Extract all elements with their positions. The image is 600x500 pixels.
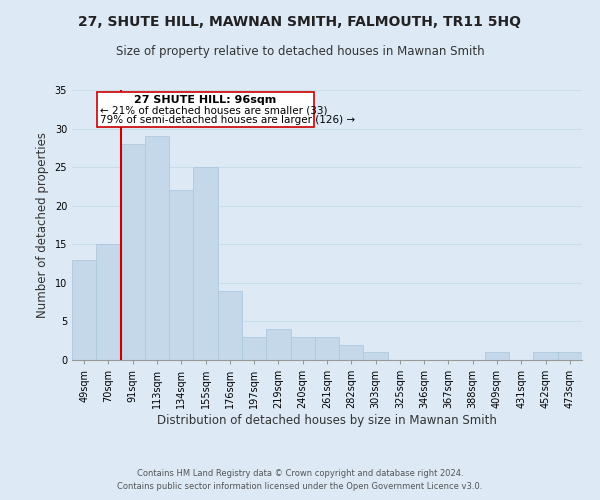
Bar	[558, 352, 582, 360]
Bar	[533, 352, 558, 360]
Bar	[145, 136, 169, 360]
Bar	[72, 260, 96, 360]
Text: 27, SHUTE HILL, MAWNAN SMITH, FALMOUTH, TR11 5HQ: 27, SHUTE HILL, MAWNAN SMITH, FALMOUTH, …	[79, 15, 521, 29]
Text: Contains HM Land Registry data © Crown copyright and database right 2024.: Contains HM Land Registry data © Crown c…	[137, 468, 463, 477]
Bar	[266, 329, 290, 360]
Bar	[485, 352, 509, 360]
FancyBboxPatch shape	[97, 92, 314, 127]
Bar	[315, 337, 339, 360]
Text: ← 21% of detached houses are smaller (33): ← 21% of detached houses are smaller (33…	[100, 105, 328, 115]
Bar	[96, 244, 121, 360]
X-axis label: Distribution of detached houses by size in Mawnan Smith: Distribution of detached houses by size …	[157, 414, 497, 427]
Text: 27 SHUTE HILL: 96sqm: 27 SHUTE HILL: 96sqm	[134, 95, 277, 105]
Bar	[121, 144, 145, 360]
Y-axis label: Number of detached properties: Number of detached properties	[36, 132, 49, 318]
Bar	[364, 352, 388, 360]
Bar	[290, 337, 315, 360]
Bar	[339, 344, 364, 360]
Text: 79% of semi-detached houses are larger (126) →: 79% of semi-detached houses are larger (…	[100, 114, 356, 124]
Text: Contains public sector information licensed under the Open Government Licence v3: Contains public sector information licen…	[118, 482, 482, 491]
Bar	[193, 167, 218, 360]
Bar	[218, 290, 242, 360]
Text: Size of property relative to detached houses in Mawnan Smith: Size of property relative to detached ho…	[116, 45, 484, 58]
Bar	[169, 190, 193, 360]
Bar	[242, 337, 266, 360]
